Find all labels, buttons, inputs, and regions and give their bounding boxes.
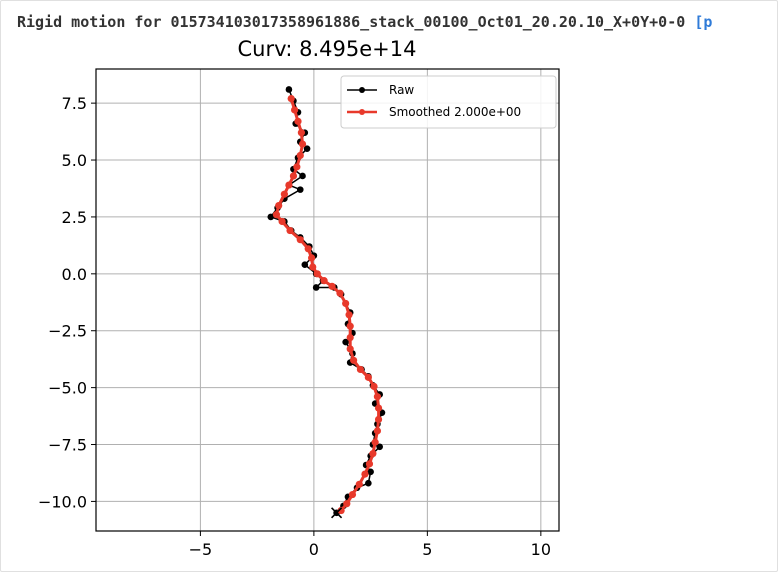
data-point [272,211,281,219]
data-point [312,284,320,291]
data-point [365,479,372,487]
legend-marker [359,109,365,115]
data-point [365,460,374,468]
chart-title: Curv: 8.495e+14 [238,37,417,61]
data-point [301,261,309,269]
data-point [346,322,354,330]
legend-box [340,75,557,129]
output-header: Rigid motion for 015734103017358961886_s… [17,13,778,35]
data-point [343,500,351,508]
data-point [369,450,377,458]
data-point [376,443,384,451]
data-point [342,338,349,346]
data-point [297,129,305,137]
data-point [348,490,357,499]
data-point [275,201,283,210]
data-point [286,226,294,235]
x-tick-label: 0 [309,540,319,559]
data-point [364,373,372,381]
data-point [342,299,350,308]
y-tick-label: −10.0 [38,492,87,511]
axes-frame [95,68,560,532]
data-point [304,245,312,253]
data-point [320,277,328,285]
data-point [346,345,354,353]
y-tick-label: 2.5 [62,208,87,227]
data-point [373,427,382,435]
y-tick-label: 7.5 [62,94,87,113]
data-point [278,217,286,226]
data-point [374,415,383,424]
series-line [269,89,383,514]
legend-label: Smoothed 2.000e+00 [389,105,521,119]
data-point [313,270,321,278]
x-tick-label: 10 [531,540,551,559]
data-point [290,106,299,114]
y-tick-label: −2.5 [48,322,87,341]
data-point [289,172,298,180]
data-point [298,140,307,148]
data-point [350,356,358,364]
data-point [280,190,288,198]
y-tick-label: 5.0 [62,151,87,170]
data-point [355,480,363,488]
data-point [356,365,365,374]
data-point [296,186,304,193]
y-tick-label: 0.0 [62,265,87,284]
data-point [294,117,302,125]
y-tick-label: −7.5 [48,436,87,455]
data-point [299,172,306,180]
plot-area: −5 0 5 10 7.5 5.0 2.5 0.0 −2.5 −5.0 −7.5 −10.0 Raw Sm… [38,68,560,559]
data-point [374,404,383,412]
data-point [287,94,295,103]
data-point [293,163,301,171]
end-marker [331,507,343,519]
data-point [296,151,304,160]
data-point [367,468,374,476]
x-tick-label: −5 [189,540,213,559]
header-text: Rigid motion for 015734103017358961886_s… [17,13,695,31]
data-point [308,254,316,262]
header-link[interactable]: [p [694,13,713,31]
legend-label: Raw [389,83,414,97]
data-point [346,333,354,342]
data-point [345,311,353,319]
data-point [337,506,345,515]
data-point [370,382,378,391]
y-tick-label: −5.0 [48,379,87,398]
data-point [336,289,344,297]
data-point [296,236,304,244]
data-point [285,181,293,189]
data-point [267,213,275,221]
legend-marker [359,87,365,93]
data-point [361,470,369,478]
data-point [309,263,317,271]
data-point [285,86,293,93]
data-point [371,438,379,446]
data-point [303,145,311,152]
data-point [373,393,382,401]
x-tick-label: 5 [422,540,432,559]
data-point [328,282,336,290]
